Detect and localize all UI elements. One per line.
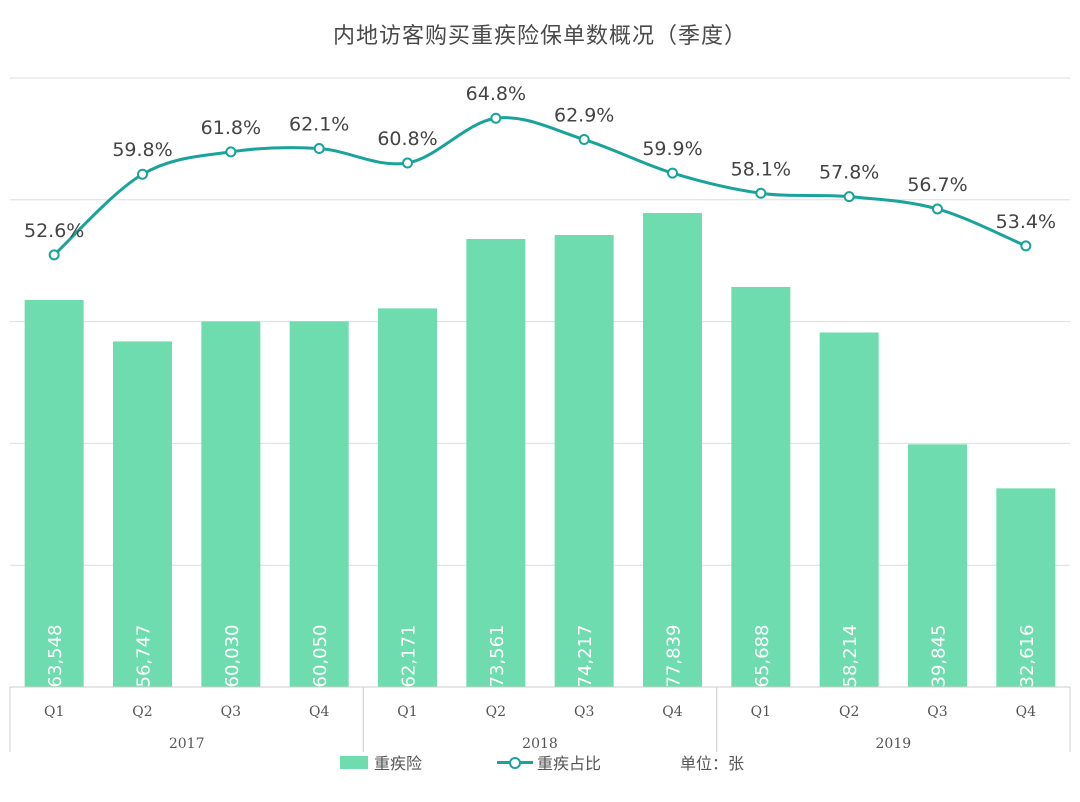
line-value-label-1: 59.8% bbox=[112, 139, 172, 161]
x-tick-label-4: Q1 bbox=[397, 704, 417, 720]
line-point-0 bbox=[48, 249, 60, 261]
bar-4 bbox=[378, 308, 437, 687]
bar-value-label-4: 62,171 bbox=[399, 625, 420, 688]
bar-6 bbox=[554, 235, 614, 687]
bar-11 bbox=[996, 488, 1056, 687]
legend-bar-label: 重疾险 bbox=[374, 754, 423, 773]
chart-title: 内地访客购买重疾险保单数概况（季度） bbox=[332, 24, 747, 49]
bar-value-label-1: 56,747 bbox=[134, 625, 155, 688]
line-point-7 bbox=[667, 167, 678, 179]
line-value-label-7: 59.9% bbox=[642, 138, 702, 160]
grid-layer bbox=[10, 77, 1070, 566]
line-point-6 bbox=[578, 134, 590, 146]
x-tick-label-7: Q4 bbox=[662, 704, 682, 720]
bar-2 bbox=[201, 321, 261, 687]
x-tick-label-0: Q1 bbox=[44, 704, 64, 720]
line-point-11 bbox=[1020, 240, 1032, 252]
bar-value-label-9: 58,214 bbox=[840, 625, 861, 688]
line-point-9 bbox=[843, 191, 855, 203]
line-point-2 bbox=[225, 146, 237, 158]
legend-bar-swatch bbox=[340, 755, 368, 769]
line-value-label-11: 53.4% bbox=[996, 211, 1056, 233]
bar-value-label-0: 63,548 bbox=[45, 625, 66, 688]
line-value-label-2: 61.8% bbox=[201, 117, 261, 139]
bar-value-label-7: 77,839 bbox=[664, 625, 685, 688]
line-point-1 bbox=[137, 168, 148, 180]
bar-3 bbox=[289, 321, 349, 687]
unit-note: 单位：张 bbox=[680, 750, 744, 774]
bar-10 bbox=[908, 444, 967, 687]
x-tick-label-11: Q4 bbox=[1016, 704, 1036, 720]
line-point-8 bbox=[755, 187, 767, 199]
bar-5 bbox=[466, 239, 526, 688]
line-value-label-4: 60.8% bbox=[377, 128, 437, 150]
bar-value-label-11: 32,616 bbox=[1017, 625, 1038, 688]
legend-line-swatch bbox=[497, 755, 533, 769]
x-tick-label-9: Q2 bbox=[839, 704, 859, 720]
line-series-path bbox=[53, 116, 1027, 256]
bar-9 bbox=[819, 332, 879, 687]
x-tick-label-3: Q4 bbox=[309, 704, 329, 720]
legend-item-bar[interactable]: 重疾险 bbox=[340, 750, 422, 774]
bar-value-label-2: 60,030 bbox=[222, 625, 243, 688]
bar-0 bbox=[24, 299, 84, 687]
bar-value-label-5: 73,561 bbox=[487, 625, 508, 688]
line-point-3 bbox=[313, 142, 325, 154]
legend-line-label: 重疾占比 bbox=[537, 754, 602, 773]
line-value-label-0: 52.6% bbox=[24, 220, 84, 242]
line-point-4 bbox=[402, 157, 413, 169]
bar-1 bbox=[113, 341, 172, 687]
x-tick-label-8: Q1 bbox=[751, 704, 771, 720]
line-value-label-8: 58.1% bbox=[731, 158, 791, 180]
line-value-label-5: 64.8% bbox=[466, 83, 526, 105]
x-year-label-0: 2017 bbox=[169, 736, 205, 752]
legend: 重疾险 重疾占比 单位：张 bbox=[0, 750, 1080, 780]
unit-note-text: 单位：张 bbox=[680, 754, 745, 773]
line-value-label-9: 57.8% bbox=[819, 162, 879, 184]
legend-item-line[interactable]: 重疾占比 bbox=[497, 750, 601, 774]
x-tick-label-5: Q2 bbox=[486, 704, 506, 720]
x-tick-label-6: Q3 bbox=[574, 704, 594, 720]
x-year-label-1: 2018 bbox=[522, 736, 558, 752]
line-value-label-6: 62.9% bbox=[554, 105, 614, 127]
bar-layer: 63,548 56,747 60,030 60,050 62,171 73,561 74,2… bbox=[24, 212, 1056, 688]
bar-value-label-8: 65,688 bbox=[752, 625, 773, 688]
line-value-label-3: 62.1% bbox=[289, 113, 349, 135]
line-layer: 52.6% 59.8% 61.8% 62.1% 60.8% 64.8% 62.9% 59.9%… bbox=[24, 83, 1056, 261]
bar-8 bbox=[731, 286, 791, 687]
x-tick-label-2: Q3 bbox=[221, 704, 241, 720]
axis-layer: Q1 Q2 Q3 Q4 Q1 Q2 Q3 Q4 Q1 Q2 Q3 Q4 2017 2018 2019 bbox=[9, 686, 1071, 752]
bar-value-label-6: 74,217 bbox=[575, 625, 596, 688]
bar-value-label-10: 39,845 bbox=[929, 625, 950, 688]
bar-7 bbox=[643, 212, 702, 687]
line-point-10 bbox=[932, 203, 943, 215]
bar-value-label-3: 60,050 bbox=[310, 625, 331, 688]
x-tick-label-1: Q2 bbox=[132, 704, 152, 720]
line-point-5 bbox=[490, 112, 502, 124]
x-year-label-2: 2019 bbox=[876, 736, 912, 752]
line-value-label-10: 56.7% bbox=[907, 174, 967, 196]
x-tick-label-10: Q3 bbox=[927, 704, 947, 720]
